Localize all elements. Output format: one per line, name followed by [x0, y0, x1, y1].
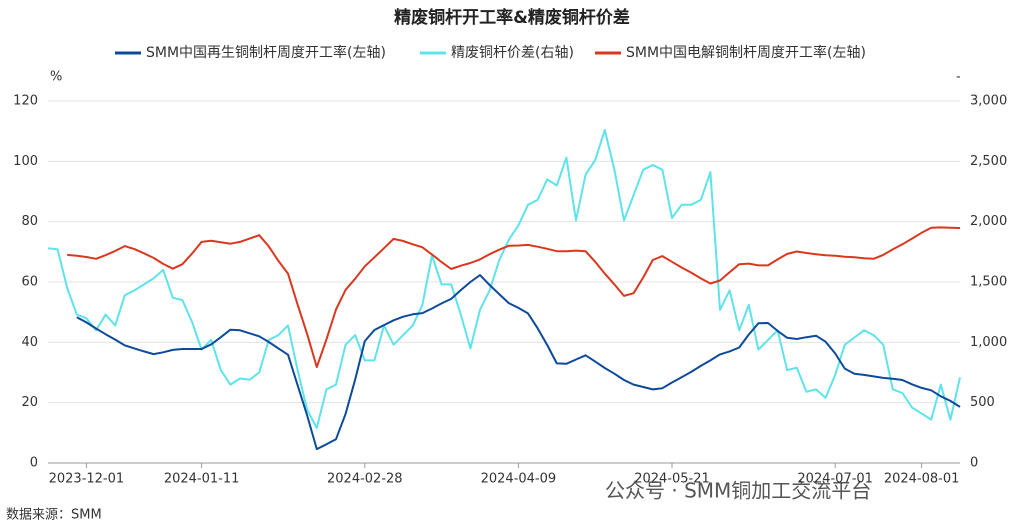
y-tick-label: 100 [13, 154, 38, 169]
y-tick-label: 120 [13, 94, 38, 109]
y2-tick-label: 0 [970, 456, 978, 471]
y-unit: % [50, 70, 62, 85]
x-tick-label: 2024-05-21 [634, 472, 710, 487]
y2-tick-label: 3,000 [970, 94, 1007, 109]
legend-label: 精废铜杆价差(右轴) [451, 45, 574, 61]
y2-tick-label: 500 [970, 395, 995, 410]
y-tick-label: 0 [30, 456, 38, 471]
series-line [67, 226, 961, 369]
x-tick-label: 2024-01-11 [164, 472, 240, 487]
overlay-text: 公众号 · SMM铜加工交流平台 [605, 479, 871, 503]
y2-unit: - [956, 70, 961, 85]
source: 数据来源：SMM [6, 508, 102, 523]
x-tick-label: 2024-08-01 [884, 472, 960, 487]
x-tick-label: 2024-02-28 [327, 472, 403, 487]
y-tick-label: 20 [21, 395, 38, 410]
y-tick-label: 60 [21, 275, 38, 290]
y2-tick-label: 1,000 [970, 335, 1007, 350]
chart-title: 精废铜杆开工率&精废铜杆价差 [394, 7, 630, 28]
series-line [76, 274, 961, 451]
legend-label: SMM中国再生铜制杆周度开工率(左轴) [146, 44, 386, 61]
series-line [47, 129, 961, 429]
x-tick-label: 2023-12-01 [49, 472, 125, 487]
x-tick-label: 2024-07-01 [797, 472, 873, 487]
legend-label: SMM中国电解铜制杆周度开工率(左轴) [626, 44, 866, 61]
y-tick-label: 40 [21, 335, 38, 350]
y-tick-label: 80 [21, 214, 38, 229]
y2-tick-label: 2,500 [970, 154, 1007, 169]
y2-tick-label: 2,000 [970, 214, 1007, 229]
y2-tick-label: 1,500 [970, 275, 1007, 290]
x-tick-label: 2024-04-09 [481, 472, 557, 487]
